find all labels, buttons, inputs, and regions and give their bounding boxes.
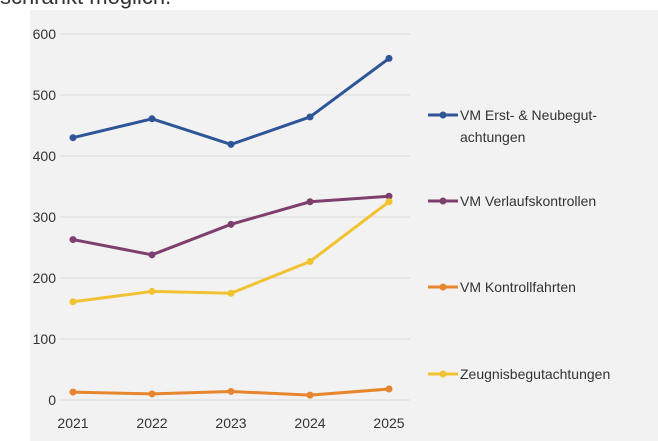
y-tick-label: 600 (33, 26, 57, 42)
data-point (148, 251, 156, 259)
data-point (306, 391, 314, 399)
y-tick-label: 400 (33, 148, 57, 164)
legend-marker (439, 283, 447, 291)
data-point (306, 258, 314, 266)
x-tick-label: 2022 (136, 415, 167, 431)
y-tick-label: 100 (33, 331, 57, 347)
data-point (69, 298, 77, 306)
data-point (385, 385, 393, 393)
data-point (69, 388, 77, 396)
legend-marker (439, 370, 447, 378)
legend-label: VM Erst- & Neubegut­achtungen (460, 107, 597, 145)
data-point (69, 134, 77, 142)
data-point (385, 192, 393, 200)
legend-label: VM Kontrollfahrten (460, 279, 576, 295)
x-tick-label: 2024 (294, 415, 325, 431)
legend-marker (439, 111, 447, 119)
data-point (148, 390, 156, 398)
data-point (385, 198, 393, 206)
x-tick-label: 2025 (373, 415, 404, 431)
data-point (148, 287, 156, 295)
y-tick-label: 300 (33, 209, 57, 225)
legend-label: VM Verlaufskontrollen (460, 193, 597, 209)
x-tick-label: 2023 (215, 415, 246, 431)
data-point (227, 387, 235, 395)
data-point (306, 113, 314, 121)
data-point (306, 198, 314, 206)
header-text: schränkt möglich. (0, 0, 171, 9)
y-tick-label: 0 (48, 392, 56, 408)
y-tick-label: 200 (33, 270, 57, 286)
x-tick-label: 2021 (57, 415, 88, 431)
data-point (69, 236, 77, 244)
data-point (385, 54, 393, 62)
chart-background (30, 10, 658, 441)
data-point (227, 289, 235, 297)
legend-label: Zeugnisbegutachtungen (460, 366, 611, 382)
data-point (227, 220, 235, 228)
y-tick-label: 500 (33, 87, 57, 103)
data-point (227, 140, 235, 148)
legend-marker (439, 197, 447, 205)
data-point (148, 115, 156, 123)
